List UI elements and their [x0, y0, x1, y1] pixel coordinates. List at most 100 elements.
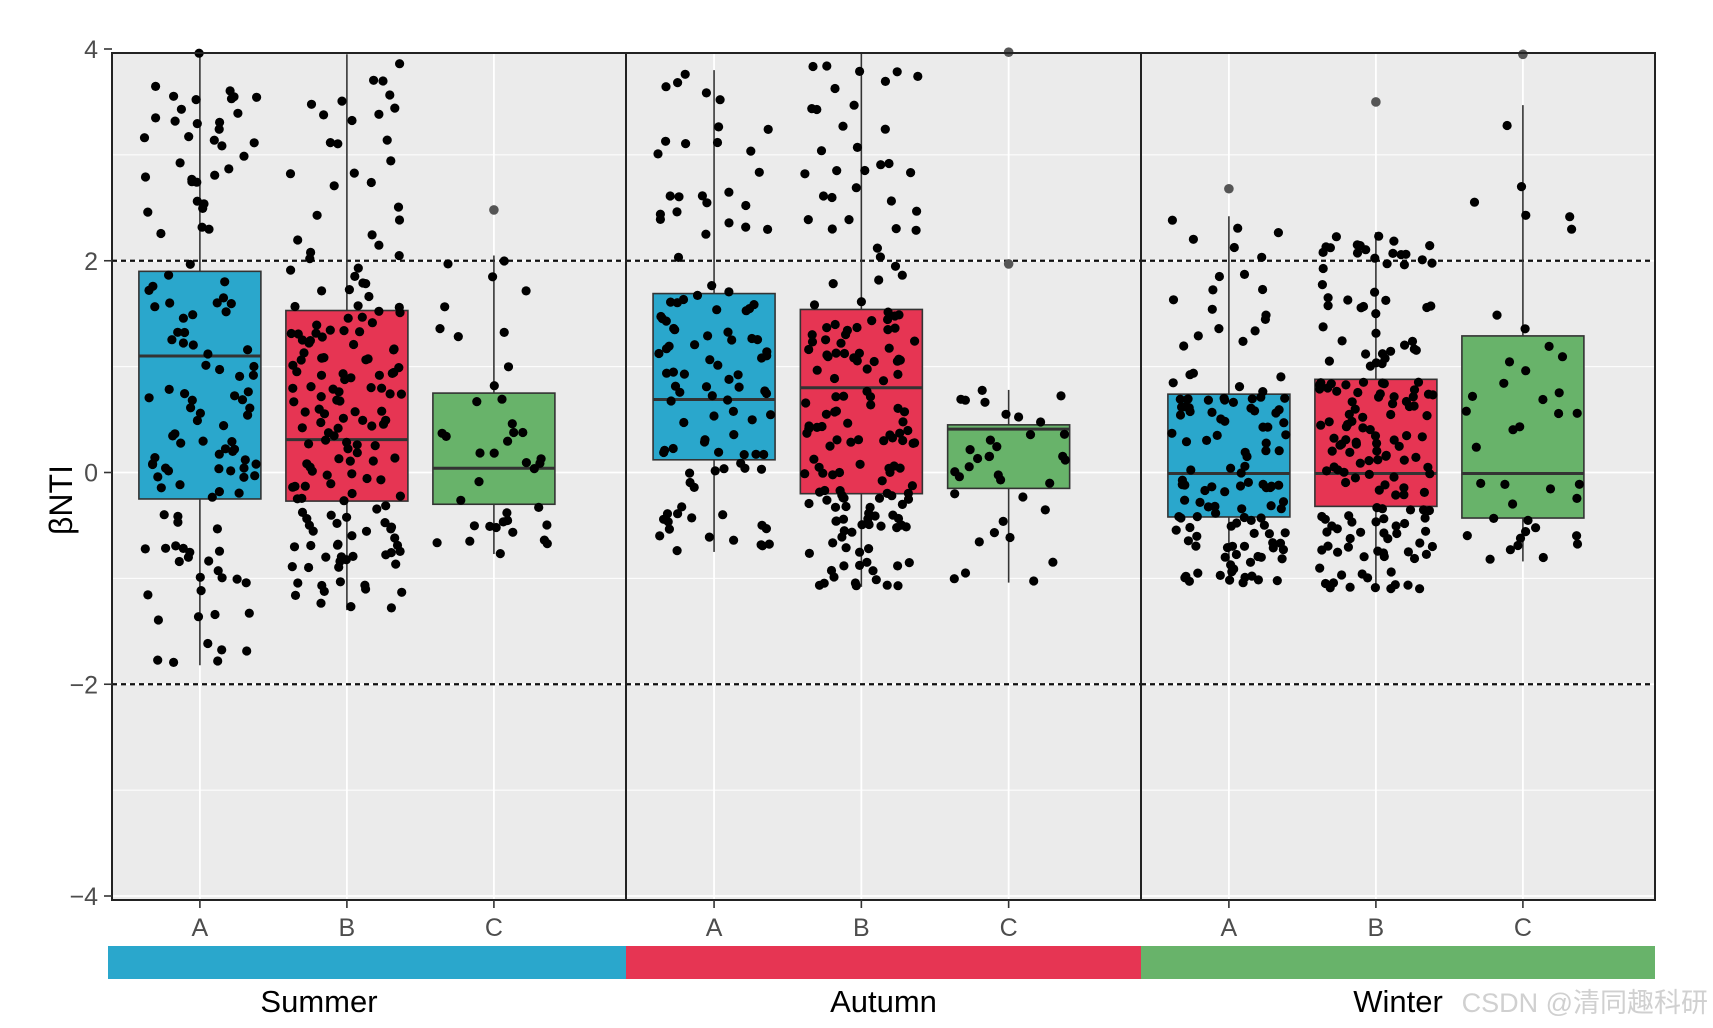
jitter-point: [1214, 271, 1224, 282]
jitter-point: [819, 578, 829, 588]
jitter-point: [1399, 260, 1409, 270]
jitter-point: [1572, 539, 1583, 549]
jitter-point: [1341, 380, 1351, 390]
watermark: CSDN @清同趣科研: [1462, 988, 1708, 1018]
jitter-point: [847, 527, 857, 537]
jitter-point: [1168, 295, 1179, 305]
jitter-point: [1379, 514, 1389, 524]
jitter-point: [489, 381, 499, 391]
jitter-point: [1247, 394, 1257, 404]
jitter-point: [1386, 346, 1396, 356]
jitter-point: [285, 169, 296, 179]
jitter-point: [1219, 393, 1229, 403]
jitter-point: [305, 254, 315, 264]
jitter-point: [542, 539, 552, 549]
jitter-point: [855, 560, 865, 571]
jitter-point: [702, 198, 712, 208]
jitter-point: [1469, 197, 1480, 207]
box-winter-c: [1461, 49, 1585, 564]
jitter-point: [169, 91, 179, 101]
x-tick-label: A: [1221, 914, 1238, 942]
jitter-point: [204, 224, 214, 234]
jitter-point: [1257, 252, 1267, 262]
jitter-point: [830, 319, 840, 330]
jitter-point: [1350, 473, 1360, 483]
jitter-point: [1389, 236, 1399, 246]
season-label-summer: Summer: [260, 984, 377, 1019]
jitter-point: [144, 285, 154, 295]
jitter-point: [143, 590, 153, 600]
jitter-point: [849, 100, 859, 110]
jitter-point: [741, 222, 751, 232]
jitter-point: [960, 395, 971, 405]
jitter-point: [1240, 572, 1250, 583]
jitter-point: [666, 297, 676, 307]
jitter-point: [1181, 437, 1192, 447]
jitter-point: [1428, 390, 1438, 400]
jitter-point: [875, 252, 886, 262]
jitter-point: [378, 76, 388, 86]
jitter-point: [235, 371, 245, 381]
jitter-point: [803, 215, 813, 225]
jitter-point: [1025, 430, 1036, 440]
jitter-point: [713, 360, 723, 370]
jitter-point: [689, 482, 699, 492]
jitter-point: [829, 373, 840, 384]
jitter-point: [1544, 341, 1554, 351]
jitter-point: [214, 487, 224, 497]
jitter-point: [1264, 529, 1274, 539]
jitter-point: [306, 99, 317, 109]
jitter-point: [1240, 447, 1250, 457]
jitter-point: [876, 160, 886, 170]
jitter-point: [808, 61, 818, 72]
jitter-point: [198, 436, 208, 446]
jitter-point: [661, 136, 671, 146]
jitter-point: [1361, 349, 1371, 359]
jitter-point: [659, 447, 669, 458]
jitter-point: [950, 489, 960, 499]
jitter-point: [178, 313, 188, 323]
jitter-point: [153, 615, 163, 625]
y-axis-label: βNTI: [43, 465, 79, 535]
jitter-point: [224, 164, 234, 174]
jitter-point: [252, 92, 262, 102]
jitter-point: [387, 368, 397, 378]
jitter-point: [1358, 412, 1368, 422]
jitter-point: [662, 509, 673, 519]
jitter-point: [878, 376, 889, 386]
jitter-point: [1059, 429, 1070, 439]
jitter-point: [822, 323, 832, 333]
jitter-point: [901, 522, 911, 532]
jitter-point: [893, 561, 903, 571]
jitter-point: [1266, 501, 1276, 511]
jitter-point: [361, 526, 372, 536]
jitter-point: [828, 538, 838, 548]
jitter-point: [1365, 425, 1375, 435]
jitter-point: [1261, 446, 1271, 456]
box-iqr: [652, 292, 776, 461]
jitter-point: [353, 263, 363, 273]
jitter-point: [1373, 455, 1383, 465]
box-winter-a: [1167, 183, 1291, 588]
jitter-point: [699, 437, 710, 447]
jitter-point: [1370, 431, 1381, 441]
jitter-point: [385, 90, 395, 100]
jitter-point: [719, 464, 729, 474]
jitter-point: [974, 537, 984, 547]
jitter-point: [360, 580, 370, 590]
jitter-point: [1531, 523, 1541, 533]
jitter-point: [1226, 463, 1236, 473]
jitter-point: [340, 374, 350, 385]
jitter-point: [705, 355, 715, 365]
jitter-point: [800, 469, 810, 479]
jitter-point: [1259, 520, 1269, 530]
jitter-point: [887, 433, 898, 443]
jitter-point: [747, 415, 757, 425]
jitter-point: [832, 166, 842, 176]
jitter-point: [1193, 568, 1203, 578]
jitter-point: [311, 328, 321, 338]
jitter-point: [204, 556, 214, 566]
jitter-point: [893, 369, 903, 379]
jitter-point: [880, 124, 890, 134]
jitter-point: [1389, 392, 1399, 402]
